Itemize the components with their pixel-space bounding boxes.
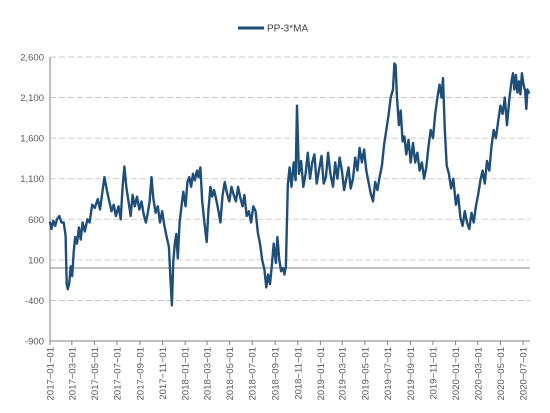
x-tick-label: 2019−09−01 bbox=[406, 347, 417, 400]
y-tick-label: 1,100 bbox=[20, 174, 44, 185]
y-tick-label: 100 bbox=[28, 255, 44, 266]
x-tick-label: 2017−11−01 bbox=[158, 347, 169, 400]
x-tick-labels: 2017−01−01 2017−03−01 2017−05−01 2017−07−01… bbox=[46, 347, 530, 400]
series-line bbox=[48, 62, 531, 307]
y-tick-label: 600 bbox=[28, 215, 44, 226]
x-tick-label: 2018−03−01 bbox=[203, 347, 214, 400]
y-tick-labels: -900 -400 100 600 1,100 1,600 2,100 2,600 bbox=[20, 53, 44, 348]
x-tick-label: 2020−05−01 bbox=[496, 347, 507, 400]
x-tick-label: 2020−07−01 bbox=[518, 347, 529, 400]
x-tick-label: 2020−01−01 bbox=[451, 347, 462, 400]
y-tick-label: 2,100 bbox=[20, 93, 44, 104]
x-tick-label: 2018−01−01 bbox=[181, 347, 192, 400]
x-tick-label: 2019−05−01 bbox=[360, 347, 371, 400]
y-tick-label: -900 bbox=[25, 337, 44, 348]
y-tick-label: -400 bbox=[25, 296, 44, 307]
x-tick-label: 2017−07−01 bbox=[113, 347, 124, 400]
legend: PP-3*MA bbox=[238, 24, 308, 35]
y-tick-label: 1,600 bbox=[20, 134, 44, 145]
x-tick-label: 2018−05−01 bbox=[225, 347, 236, 400]
x-tick-label: 2020−03−01 bbox=[473, 347, 484, 400]
x-tick-label: 2019−01−01 bbox=[316, 347, 327, 400]
y-tick-label: 2,600 bbox=[20, 53, 44, 64]
x-tick-label: 2018−07−01 bbox=[248, 347, 259, 400]
x-tick-label: 2019−03−01 bbox=[338, 347, 349, 400]
x-tick-label: 2019−11−01 bbox=[428, 347, 439, 400]
x-tick-label: 2018−09−01 bbox=[271, 347, 282, 400]
x-tick-label: 2018−11−01 bbox=[293, 347, 304, 400]
x-tick-label: 2017−09−01 bbox=[136, 347, 147, 400]
x-tick-label: 2017−03−01 bbox=[67, 347, 78, 400]
series-layer bbox=[48, 62, 531, 307]
legend-label: PP-3*MA bbox=[267, 24, 308, 35]
x-tick-label: 2017−01−01 bbox=[46, 347, 57, 400]
x-tick-label: 2017−05−01 bbox=[90, 347, 101, 400]
axes bbox=[49, 57, 530, 345]
x-tick-label: 2019−07−01 bbox=[383, 347, 394, 400]
